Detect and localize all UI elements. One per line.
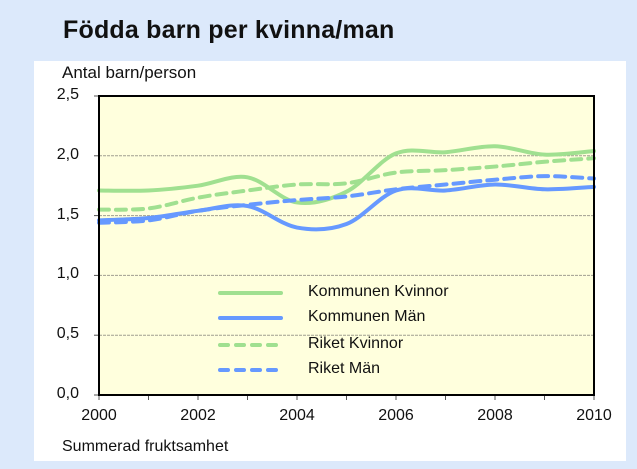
y-tick-label: 0,0	[56, 385, 79, 402]
series-line-riket-kvinnor	[97, 156, 596, 212]
x-tick-label: 2004	[279, 407, 315, 424]
series-line-kommunen-kvinnor	[97, 144, 596, 206]
y-tick-label: 0,5	[56, 325, 79, 343]
legend-label: Riket Män	[308, 360, 381, 377]
legend-label: Riket Kvinnor	[308, 335, 404, 352]
legend-label: Kommunen Kvinnor	[308, 283, 449, 300]
legend-label: Kommunen Män	[308, 308, 426, 325]
y-tick-label: 2,5	[56, 86, 79, 103]
x-tick-label: 2008	[477, 407, 513, 424]
y-tick-label: 1,0	[56, 265, 79, 283]
y-axis-label: Antal barn/person	[62, 63, 197, 82]
y-tick-label: 2,0	[56, 145, 79, 163]
x-tick-label: 2010	[576, 407, 612, 424]
y-tick-label: 1,5	[56, 205, 79, 223]
plot-area	[99, 96, 594, 395]
x-axis-label: Summerad fruktsamhet	[62, 438, 229, 455]
chart-title: Födda barn per kvinna/man	[63, 16, 395, 44]
series-line-riket-man	[97, 174, 596, 225]
plot-border	[98, 95, 595, 396]
x-tick-label: 2000	[81, 407, 117, 424]
x-tick-label: 2006	[378, 407, 414, 424]
x-tick-label: 2002	[180, 407, 216, 424]
